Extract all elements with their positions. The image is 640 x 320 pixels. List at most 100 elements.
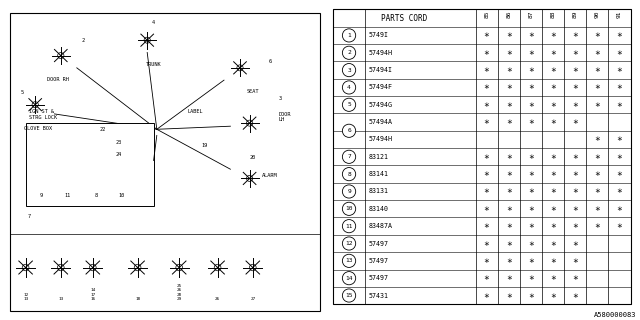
Circle shape — [237, 65, 243, 71]
Text: 57494A: 57494A — [369, 119, 393, 125]
Text: 12: 12 — [345, 241, 353, 246]
Text: ∗: ∗ — [550, 48, 556, 58]
Text: 83131: 83131 — [369, 188, 389, 195]
Text: GLOVE BOX: GLOVE BOX — [24, 126, 52, 131]
Text: ∗: ∗ — [594, 204, 600, 214]
Text: 4: 4 — [347, 85, 351, 90]
Text: 19: 19 — [202, 143, 208, 148]
Text: 26: 26 — [215, 297, 220, 301]
Text: ∗: ∗ — [572, 100, 578, 110]
Text: 57494G: 57494G — [369, 102, 393, 108]
Text: ∗: ∗ — [572, 256, 578, 266]
Text: 4: 4 — [152, 20, 155, 25]
Text: ∗: ∗ — [484, 83, 490, 92]
Text: ∗: ∗ — [550, 117, 556, 127]
Text: ∗: ∗ — [528, 117, 534, 127]
Text: DOOR RH: DOOR RH — [47, 77, 68, 82]
Text: 18: 18 — [135, 297, 140, 301]
Text: 9: 9 — [347, 189, 351, 194]
Circle shape — [58, 52, 64, 59]
Circle shape — [342, 81, 356, 94]
Text: 22: 22 — [99, 127, 106, 132]
Text: LABEL: LABEL — [188, 109, 203, 114]
Text: PARTS CORD: PARTS CORD — [381, 13, 428, 23]
FancyBboxPatch shape — [26, 123, 154, 206]
Text: 83487A: 83487A — [369, 223, 393, 229]
Text: ∗: ∗ — [528, 65, 534, 75]
Text: ∗: ∗ — [594, 134, 600, 144]
Text: ∗: ∗ — [550, 65, 556, 75]
Text: ∗: ∗ — [594, 83, 600, 92]
Text: ∗: ∗ — [484, 100, 490, 110]
Circle shape — [342, 237, 356, 250]
Text: ∗: ∗ — [594, 152, 600, 162]
Text: ∗: ∗ — [572, 65, 578, 75]
Text: ∗: ∗ — [484, 291, 490, 300]
Text: 90: 90 — [595, 11, 600, 19]
Text: ∗: ∗ — [484, 221, 490, 231]
Text: ∗: ∗ — [550, 83, 556, 92]
Text: ∗: ∗ — [572, 291, 578, 300]
Text: 57494I: 57494I — [369, 67, 393, 73]
Text: TRUNK: TRUNK — [146, 62, 161, 67]
Circle shape — [22, 264, 29, 271]
Text: ∗: ∗ — [506, 100, 511, 110]
Text: 86: 86 — [506, 11, 511, 19]
Text: ∗: ∗ — [528, 83, 534, 92]
Circle shape — [342, 220, 356, 233]
Text: ∗: ∗ — [572, 273, 578, 283]
Text: ∗: ∗ — [616, 100, 622, 110]
Text: ∗: ∗ — [528, 30, 534, 40]
Text: ∗: ∗ — [550, 30, 556, 40]
Text: ∗: ∗ — [484, 65, 490, 75]
Text: ∗: ∗ — [484, 117, 490, 127]
Text: ∗: ∗ — [616, 221, 622, 231]
Text: 6: 6 — [347, 128, 351, 133]
Circle shape — [342, 98, 356, 111]
Text: 91: 91 — [616, 11, 621, 19]
Text: ∗: ∗ — [616, 204, 622, 214]
Text: ∗: ∗ — [572, 187, 578, 196]
Text: ∗: ∗ — [550, 187, 556, 196]
Text: ∗: ∗ — [506, 256, 511, 266]
Text: 24: 24 — [115, 152, 122, 157]
Text: ∗: ∗ — [616, 48, 622, 58]
Text: ALARM: ALARM — [262, 173, 278, 178]
Text: A580000083: A580000083 — [595, 312, 637, 318]
Text: DOOR
LH: DOOR LH — [278, 112, 291, 122]
Text: 6: 6 — [269, 59, 272, 64]
Text: ∗: ∗ — [550, 256, 556, 266]
Text: 83141: 83141 — [369, 171, 389, 177]
Text: ∗: ∗ — [484, 48, 490, 58]
Text: 5749I: 5749I — [369, 32, 389, 38]
Text: 11: 11 — [64, 193, 70, 198]
Text: 9: 9 — [40, 193, 43, 198]
Text: ∗: ∗ — [528, 238, 534, 249]
Text: ∗: ∗ — [506, 83, 511, 92]
Text: ∗: ∗ — [550, 152, 556, 162]
Circle shape — [342, 254, 356, 268]
Circle shape — [342, 63, 356, 77]
Text: 10: 10 — [118, 193, 125, 198]
Text: 57431: 57431 — [369, 292, 389, 299]
Text: ∗: ∗ — [528, 221, 534, 231]
Circle shape — [342, 46, 356, 59]
Text: 88: 88 — [550, 11, 556, 19]
Circle shape — [250, 264, 256, 271]
Text: 12
13: 12 13 — [23, 293, 28, 301]
Text: 2: 2 — [82, 38, 84, 43]
Circle shape — [342, 202, 356, 215]
Circle shape — [90, 264, 96, 271]
Text: ∗: ∗ — [506, 291, 511, 300]
Text: ∗: ∗ — [550, 100, 556, 110]
Text: IGN ST &
STRG LOCK: IGN ST & STRG LOCK — [29, 109, 57, 120]
Text: 57497: 57497 — [369, 241, 389, 246]
Text: ∗: ∗ — [594, 65, 600, 75]
Text: ∗: ∗ — [550, 204, 556, 214]
Text: 3: 3 — [278, 96, 282, 101]
Text: ∗: ∗ — [528, 100, 534, 110]
Text: ∗: ∗ — [506, 152, 511, 162]
Text: ∗: ∗ — [484, 187, 490, 196]
Text: 10: 10 — [345, 206, 353, 211]
Text: ∗: ∗ — [484, 238, 490, 249]
